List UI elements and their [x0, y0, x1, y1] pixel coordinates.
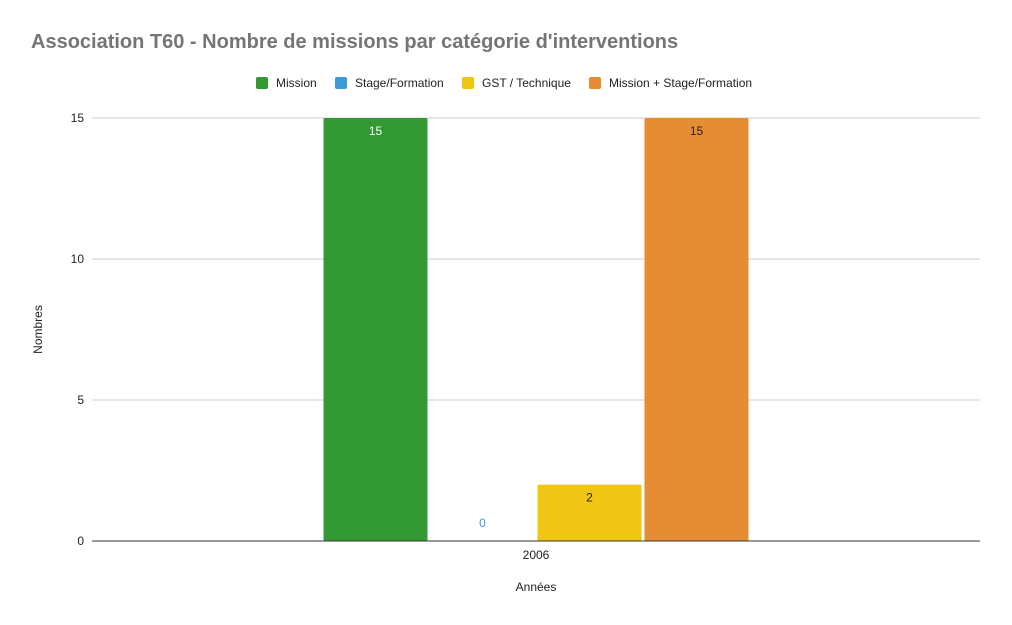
chart-title: Association T60 - Nombre de missions par… — [31, 31, 679, 53]
legend-label-gst-technique: GST / Technique — [482, 76, 571, 90]
x-tick-label: 2006 — [523, 548, 550, 562]
legend-label-mission-stage-formation: Mission + Stage/Formation — [609, 76, 753, 90]
y-tick-label: 15 — [71, 111, 85, 125]
data-label-3: 15 — [690, 124, 704, 138]
legend-item-mission[interactable]: Mission — [256, 74, 317, 92]
bar-2 — [537, 484, 642, 541]
legend-swatch-mission-stage-formation — [589, 77, 601, 89]
bar-3 — [644, 118, 749, 541]
data-label-2: 2 — [586, 491, 593, 505]
y-tick-label: 0 — [77, 534, 84, 548]
y-tick-label: 10 — [71, 252, 85, 266]
data-label-1: 0 — [479, 516, 486, 530]
data-label-0: 15 — [369, 124, 383, 138]
x-axis-title: Années — [516, 580, 557, 594]
legend-label-stage-formation: Stage/Formation — [355, 76, 444, 90]
legend-item-gst-technique[interactable]: GST / Technique — [462, 74, 571, 92]
y-tick-label: 5 — [77, 393, 84, 407]
y-axis-title: Nombres — [31, 305, 45, 354]
legend-label-mission: Mission — [276, 76, 317, 90]
legend-item-stage-formation[interactable]: Stage/Formation — [335, 74, 444, 92]
bar-0 — [323, 118, 428, 541]
legend-item-mission-stage-formation[interactable]: Mission + Stage/Formation — [589, 74, 752, 92]
legend-swatch-gst-technique — [462, 77, 474, 89]
legend-swatch-stage-formation — [335, 77, 347, 89]
legend-swatch-mission — [256, 77, 268, 89]
legend: Mission Stage/Formation GST / Technique … — [0, 74, 1012, 92]
